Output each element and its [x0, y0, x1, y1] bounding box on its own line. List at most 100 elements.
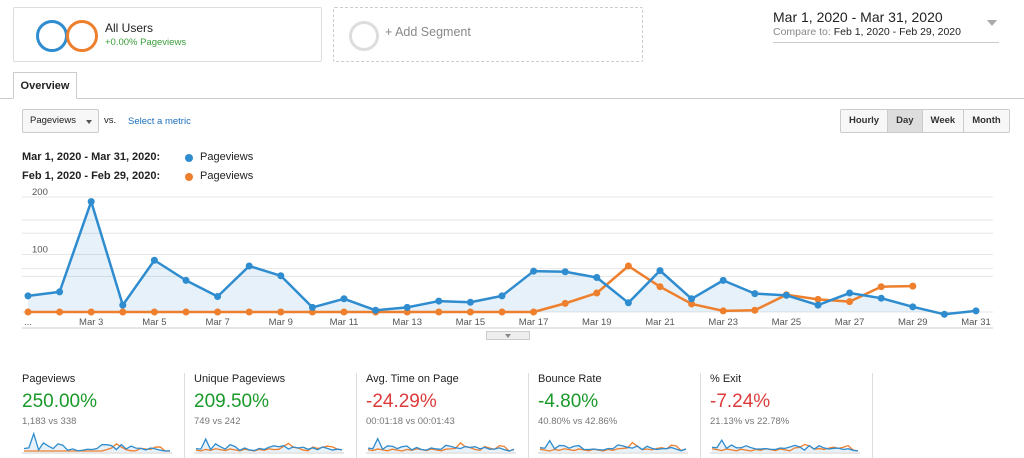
- data-point: [277, 308, 285, 316]
- data-point: [940, 310, 948, 318]
- x-tick-label: Mar 11: [330, 317, 359, 328]
- legend-series-name: Pageviews: [200, 170, 254, 182]
- data-point: [909, 303, 917, 311]
- data-point: [150, 308, 158, 316]
- data-point: [751, 290, 759, 298]
- data-point: [530, 267, 538, 275]
- compare-value: Feb 1, 2020 - Feb 29, 2020: [833, 26, 961, 38]
- data-point: [466, 308, 474, 316]
- data-point: [624, 262, 632, 270]
- data-point: [214, 292, 222, 300]
- kpi-divider: [184, 373, 185, 458]
- data-point: [24, 292, 32, 300]
- sparkline-current: [23, 431, 171, 452]
- data-point: [56, 288, 64, 296]
- data-point: [150, 256, 158, 264]
- tab-divider: [0, 98, 1024, 99]
- data-point: [182, 308, 190, 316]
- data-point: [245, 262, 253, 270]
- sparkline-current: [711, 438, 859, 452]
- granularity-hourly-button[interactable]: Hourly: [841, 110, 889, 132]
- chevron-down-icon[interactable]: [987, 20, 997, 26]
- chart-resize-handle[interactable]: [486, 331, 530, 340]
- kpi-card[interactable]: Pageviews 250.00% 1,183 vs 338: [22, 373, 192, 458]
- kpi-compare: 1,183 vs 338: [22, 416, 77, 427]
- data-point: [56, 308, 64, 316]
- kpi-label: % Exit: [710, 373, 742, 385]
- data-point: [624, 299, 632, 307]
- data-point: [846, 289, 854, 297]
- kpi-compare: 749 vs 242: [194, 416, 241, 427]
- data-point: [688, 295, 696, 303]
- data-point: [561, 268, 569, 276]
- granularity-day-button[interactable]: Day: [888, 110, 923, 132]
- kpi-card[interactable]: Bounce Rate -4.80% 40.80% vs 42.86%: [538, 373, 708, 458]
- data-point: [245, 308, 253, 316]
- data-point: [814, 301, 822, 309]
- select-metric-link[interactable]: Select a metric: [128, 116, 191, 127]
- data-point: [877, 283, 885, 291]
- x-tick-label: Mar 15: [456, 317, 486, 328]
- tab-overview[interactable]: Overview: [13, 72, 77, 99]
- data-point: [277, 272, 285, 280]
- chevron-down-icon: [86, 120, 92, 124]
- data-point: [87, 198, 95, 206]
- granularity-month-button[interactable]: Month: [964, 110, 1009, 132]
- compare-label: Compare to:: [773, 26, 831, 38]
- data-point: [593, 274, 601, 281]
- kpi-value: -24.29%: [366, 391, 437, 412]
- sparkline-current: [367, 437, 515, 452]
- legend-dot-icon: [185, 154, 193, 162]
- data-point: [214, 308, 222, 316]
- data-point: [372, 306, 380, 314]
- kpi-divider: [700, 373, 701, 458]
- data-point: [435, 308, 443, 316]
- data-point: [846, 298, 854, 306]
- add-segment-button[interactable]: + Add Segment: [333, 7, 643, 62]
- kpi-divider: [528, 373, 529, 458]
- sparkline-area: [368, 438, 514, 452]
- kpi-divider: [356, 373, 357, 458]
- x-tick-label: Mar 9: [269, 317, 293, 328]
- data-point: [466, 298, 474, 306]
- legend-dot-icon: [185, 173, 193, 181]
- data-point: [435, 297, 443, 305]
- data-point: [688, 300, 696, 308]
- pageviews-line-chart[interactable]: 100 200... Mar 3 Mar 5 Mar 7 Mar 9 Mar 11 Mar 1…: [0, 185, 1024, 330]
- vs-label: vs.: [104, 115, 117, 126]
- x-tick-label: Mar 25: [772, 317, 802, 328]
- data-point: [972, 307, 980, 315]
- data-point: [498, 292, 506, 300]
- kpi-compare: 00:01:18 vs 00:01:43: [366, 416, 455, 427]
- x-tick-label: Mar 3: [79, 317, 103, 328]
- metric-select[interactable]: Pageviews: [22, 109, 99, 133]
- metric-select-value: Pageviews: [30, 115, 76, 126]
- x-tick-label: Mar 29: [898, 317, 928, 328]
- data-point: [340, 308, 348, 316]
- sparkline-compare: [711, 443, 859, 452]
- data-point: [498, 308, 506, 316]
- segment-card[interactable]: All Users +0.00% Pageviews: [13, 7, 322, 62]
- kpi-card[interactable]: % Exit -7.24% 21.13% vs 22.78%: [710, 373, 880, 458]
- kpi-sparkline: [22, 431, 172, 454]
- granularity-week-button[interactable]: Week: [922, 110, 965, 132]
- kpi-card[interactable]: Unique Pageviews 209.50% 749 vs 242: [194, 373, 364, 458]
- kpi-label: Unique Pageviews: [194, 373, 286, 385]
- data-point: [340, 295, 348, 303]
- date-range-picker[interactable]: Mar 1, 2020 - Mar 31, 2020 Compare to: F…: [773, 8, 999, 43]
- legend-series-name: Pageviews: [200, 151, 254, 163]
- data-point: [656, 267, 664, 275]
- data-point: [877, 294, 885, 302]
- kpi-sparkline: [366, 437, 516, 454]
- data-point: [24, 308, 32, 316]
- kpi-sparkline: [710, 438, 860, 454]
- data-point: [182, 276, 190, 284]
- data-point: [308, 303, 316, 311]
- segment-color-icon: [36, 20, 100, 52]
- x-tick-label: Mar 5: [142, 317, 166, 328]
- kpi-sparkline: [194, 437, 344, 454]
- kpi-value: 250.00%: [22, 391, 98, 412]
- kpi-card[interactable]: Avg. Time on Page -24.29% 00:01:18 vs 00:0…: [366, 373, 536, 458]
- data-point: [530, 308, 538, 316]
- kpi-value: -7.24%: [710, 391, 771, 412]
